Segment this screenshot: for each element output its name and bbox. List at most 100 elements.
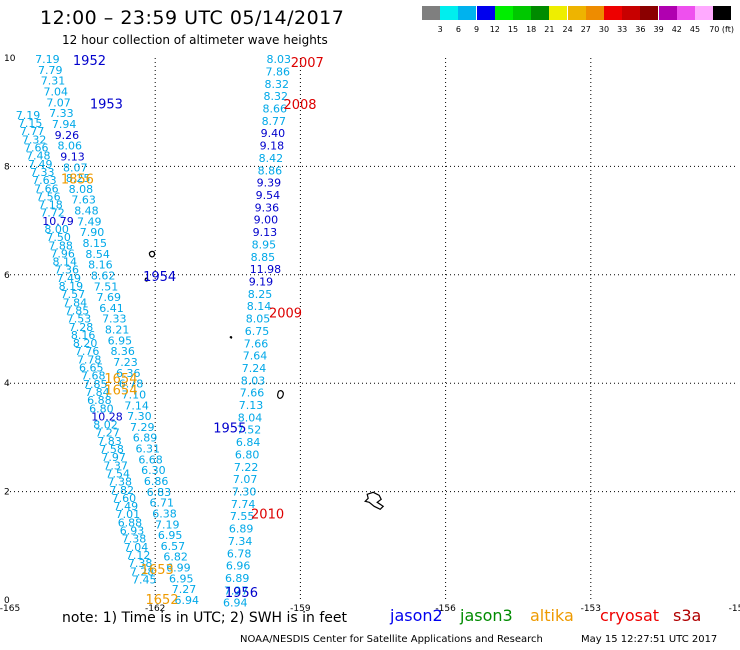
wave-height-value: 7.63: [32, 174, 57, 187]
wave-height-value: 8.00: [44, 223, 69, 236]
wave-height-value: 7.76: [75, 345, 100, 358]
wave-height-value: 7.07: [46, 96, 71, 109]
wave-height-value: 6.89: [229, 523, 254, 536]
wave-height-value: 8.62: [91, 269, 116, 282]
colorbar-swatch: [713, 6, 732, 20]
wave-height-value: 7.57: [61, 288, 86, 301]
wave-height-value: 7.07: [233, 473, 257, 486]
wave-height-value: 8.36: [110, 345, 135, 358]
colorbar-label: 27: [580, 25, 591, 34]
map-subtitle: 12 hour collection of altimeter wave hei…: [62, 33, 328, 47]
wave-height-value: 6.94: [175, 594, 200, 607]
wave-height-value: 7.31: [41, 75, 66, 88]
wave-height-value: 7.22: [234, 461, 259, 474]
wave-height-value: 6.80: [89, 402, 114, 415]
wave-height-value: 6.82: [163, 551, 188, 564]
y-tick-label: 8: [4, 162, 10, 172]
wave-height-value: 7.12: [126, 549, 150, 562]
wave-height-value: 8.54: [85, 248, 110, 261]
wave-height-value: 7.04: [124, 541, 149, 554]
wave-height-value: 8.25: [66, 172, 91, 185]
wave-height-value: 9.00: [254, 214, 279, 227]
pass-time-label: 1654: [104, 384, 137, 399]
wave-height-value: 7.19: [155, 518, 180, 531]
colorbar-label: 3: [437, 25, 443, 34]
wave-height-value: 8.21: [105, 324, 130, 337]
wave-height-value: 9.13: [60, 150, 85, 163]
wave-height-value: 8.25: [248, 288, 273, 301]
wave-height-value: 7.86: [266, 65, 291, 78]
colorbar-label: 42: [671, 25, 682, 34]
wave-height-value: 7.83: [97, 435, 122, 448]
wave-height-value: 11.98: [250, 263, 282, 276]
colorbar-label: 70 (ft): [709, 25, 734, 34]
wave-height-value: 7.66: [244, 337, 269, 350]
wave-height-value: 6.95: [158, 529, 183, 542]
wave-height-value: 8.77: [262, 115, 287, 128]
wave-height-value: 7.72: [40, 207, 65, 220]
pass-time-label: 2010: [251, 507, 284, 522]
wave-height-value: 8.85: [251, 251, 276, 264]
wave-height-value: 6.83: [147, 486, 172, 499]
wave-height-value: 7.90: [80, 226, 105, 239]
colorbar-label: 21: [544, 25, 555, 34]
wave-height-value: 6.84: [236, 436, 261, 449]
island-coastline: [277, 390, 284, 399]
wave-height-value: 6.78: [119, 378, 143, 391]
colorbar-label: 36: [635, 25, 646, 34]
wave-height-value: 7.38: [108, 476, 133, 489]
wave-height-value: 7.04: [44, 86, 69, 99]
x-tick-label: -153: [581, 604, 601, 614]
x-tick-label: -162: [145, 604, 165, 614]
wave-height-value: 7.85: [83, 378, 108, 391]
wave-height-value: 8.03: [241, 374, 266, 387]
colorbar-label: 24: [562, 25, 573, 34]
wave-height-value: 7.49: [114, 500, 139, 513]
wave-height-value: 7.37: [103, 459, 128, 472]
wave-height-value: 7.23: [113, 356, 138, 369]
x-tick-label: -15: [729, 604, 740, 614]
pass-time-label: 1856: [61, 172, 94, 187]
wave-height-value: 7.33: [102, 313, 127, 326]
wave-height-value: 6.71: [149, 497, 174, 510]
wave-height-value: 7.32: [22, 133, 47, 146]
colorbar-label: 33: [617, 25, 628, 34]
wave-height-value: 7.29: [130, 421, 155, 434]
wave-height-value: 8.07: [63, 161, 88, 174]
map-title: 12:00 – 23:59 UTC 05/14/2017: [40, 7, 345, 29]
wave-height-value: 7.55: [230, 510, 255, 523]
wave-height-value: 8.66: [263, 103, 288, 116]
x-tick-label: -156: [435, 604, 456, 614]
credit-text: NOAA/NESDIS Center for Satellite Applica…: [240, 634, 543, 645]
wave-height-value: 7.33: [30, 166, 55, 179]
wave-height-value: 6.30: [141, 464, 166, 477]
wave-height-value: 8.48: [74, 205, 99, 218]
wave-height-value: 7.49: [77, 215, 102, 228]
colorbar-swatch: [513, 6, 531, 20]
wave-height-value: 6.96: [226, 560, 251, 573]
wave-height-value: 6.68: [138, 453, 163, 466]
wave-height-value: 8.03: [267, 53, 292, 66]
wave-height-value: 7.85: [65, 304, 90, 317]
wave-height-value: 7.27: [224, 584, 249, 597]
pass-time-label: 1955: [213, 422, 246, 437]
pass-time-label: 2009: [269, 307, 302, 322]
wave-height-value: 7.54: [105, 467, 130, 480]
colorbar-swatch: [658, 6, 677, 20]
wave-height-value: 7.34: [228, 535, 253, 548]
colorbar-swatch: [585, 6, 604, 20]
wave-height-value: 7.48: [26, 150, 51, 163]
wave-height-value: 7.45: [132, 573, 157, 586]
wave-height-value: 7.63: [71, 194, 96, 207]
wave-height-value: 7.82: [110, 484, 134, 497]
y-tick-label: 2: [4, 488, 10, 498]
wave-height-value: 7.24: [242, 362, 267, 375]
legend-jason3: jason3: [460, 606, 513, 625]
colorbar-label: 12: [489, 25, 500, 34]
colorbar-label: 30: [598, 25, 610, 34]
wave-height-value: 8.14: [247, 300, 272, 313]
wave-height-value: 7.15: [18, 117, 43, 130]
wave-height-value: 6.31: [136, 443, 161, 456]
wave-height-value: 6.88: [118, 516, 142, 529]
